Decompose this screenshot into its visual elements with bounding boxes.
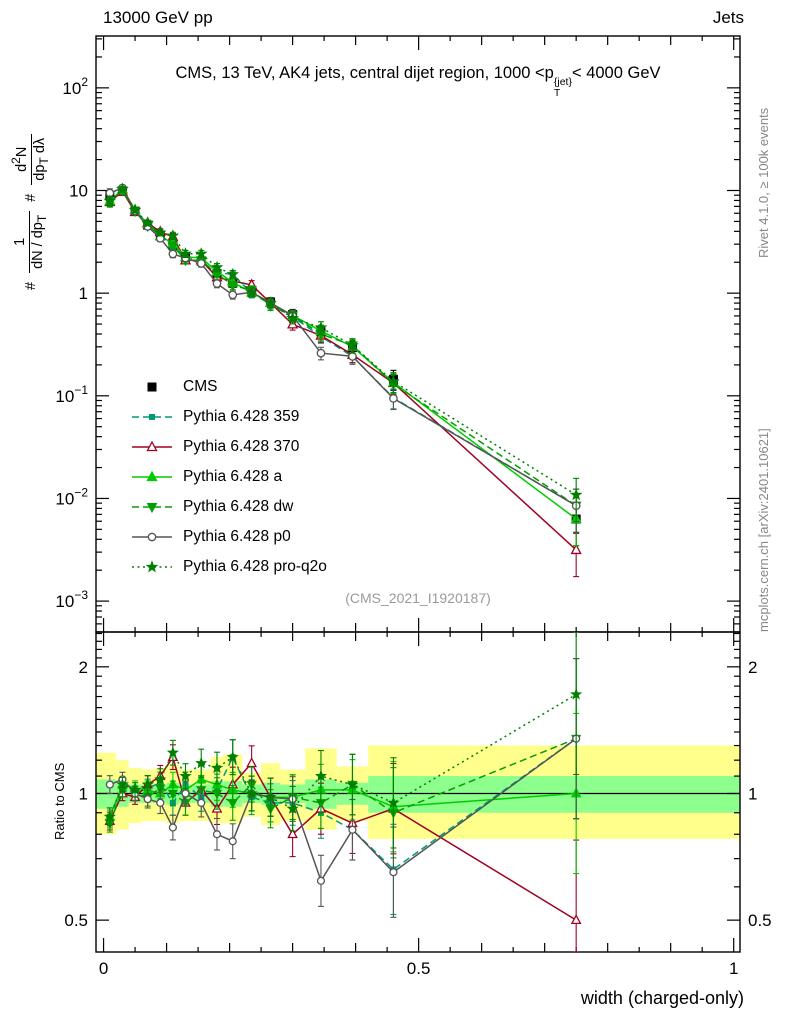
plot-title-sup: {jet} (553, 76, 572, 88)
plot-title-post: < 4000 GeV (571, 64, 661, 82)
watermark-label: (CMS_2021_I1920187) (345, 590, 491, 606)
legend-marker-a (132, 470, 172, 482)
legend-label-cms: CMS (183, 378, 218, 395)
axis-ticks (96, 36, 740, 952)
beam-energy-label: 13000 GeV pp (103, 8, 213, 27)
plot-title-pt: p (544, 64, 554, 82)
svg-text:0.5: 0.5 (748, 911, 772, 930)
ylabel-fraction-1: 1 dN / dpT (11, 210, 49, 273)
legend-item-cms: CMS (130, 372, 327, 402)
svg-text:10−2: 10−2 (55, 485, 88, 508)
series-main-proq2o (103, 182, 583, 523)
svg-text:1: 1 (79, 284, 88, 303)
svg-text:1: 1 (79, 784, 88, 803)
plot-title-sub: T (553, 87, 561, 100)
legend-item-p359: Pythia 6.428 359 (130, 402, 327, 432)
legend: CMS Pythia 6.428 359 Pythia 6.428 370 Pythi… (130, 372, 327, 582)
plot-title-pre: CMS, 13 TeV, AK4 jets, central dijet reg… (175, 64, 545, 82)
svg-text:102: 102 (62, 75, 88, 98)
legend-item-p0: Pythia 6.428 p0 (130, 522, 327, 552)
legend-label-a: Pythia 6.428 a (183, 468, 283, 485)
legend-item-proq2o: Pythia 6.428 pro-q2o (130, 552, 327, 582)
svg-text:1: 1 (729, 959, 738, 978)
analysis-group-label: Jets (712, 8, 744, 27)
svg-text:2: 2 (79, 658, 88, 677)
ratio-panel-frame (95, 631, 741, 953)
legend-label-proq2o: Pythia 6.428 pro-q2o (183, 558, 327, 575)
legend-item-p370: Pythia 6.428 370 (130, 432, 327, 462)
rivet-version-note: Rivet 4.1.0, ≥ 100k events (756, 107, 771, 258)
ratio-y-axis-label: Ratio to CMS (52, 762, 67, 840)
ylabel-fraction-2: d2N dpT dλ (9, 133, 51, 185)
svg-text:10−1: 10−1 (55, 383, 88, 406)
series-ratio-proq2o (103, 632, 583, 849)
ylabel-hash-1: # (22, 281, 39, 290)
legend-item-a: Pythia 6.428 a (130, 462, 327, 492)
svg-text:0: 0 (99, 959, 108, 978)
legend-label-p359: Pythia 6.428 359 (183, 408, 300, 425)
uncertainty-bands (96, 745, 740, 839)
plot-title-pt-scripts: {jet} T (553, 76, 572, 100)
legend-label-p370: Pythia 6.428 370 (183, 438, 300, 455)
svg-text:0.5: 0.5 (64, 911, 88, 930)
legend-label-p0: Pythia 6.428 p0 (183, 528, 291, 545)
mcplots-attribution-note: mcplots.cern.ch [arXiv:2401.10621] (756, 428, 771, 632)
svg-text:0.5: 0.5 (407, 959, 431, 978)
legend-marker-p359 (132, 414, 172, 420)
main-y-axis-label: # 1 dN / dpT # d2N dpT dλ (9, 133, 51, 290)
legend-marker-proq2o (132, 560, 172, 573)
legend-label-dw: Pythia 6.428 dw (183, 498, 294, 515)
legend-item-dw: Pythia 6.428 dw (130, 492, 327, 522)
legend-marker-p370 (132, 440, 172, 452)
svg-text:10: 10 (69, 182, 88, 201)
svg-text:1: 1 (748, 784, 757, 803)
plot-title: CMS, 13 TeV, AK4 jets, central dijet reg… (96, 64, 740, 99)
x-axis-label: width (charged-only) (580, 988, 744, 1008)
svg-text:10−3: 10−3 (55, 588, 88, 611)
svg-text:2: 2 (748, 658, 757, 677)
legend-marker-dw (132, 503, 172, 514)
legend-marker-cms (147, 382, 157, 392)
legend-marker-p0 (132, 532, 172, 542)
ylabel-hash-2: # (22, 193, 39, 202)
